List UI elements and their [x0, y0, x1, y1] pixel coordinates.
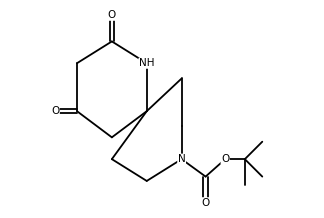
- Text: N: N: [178, 154, 186, 164]
- Text: NH: NH: [139, 58, 155, 68]
- Text: O: O: [202, 198, 210, 208]
- Text: O: O: [51, 106, 59, 116]
- Text: O: O: [108, 10, 116, 20]
- Text: O: O: [221, 154, 229, 164]
